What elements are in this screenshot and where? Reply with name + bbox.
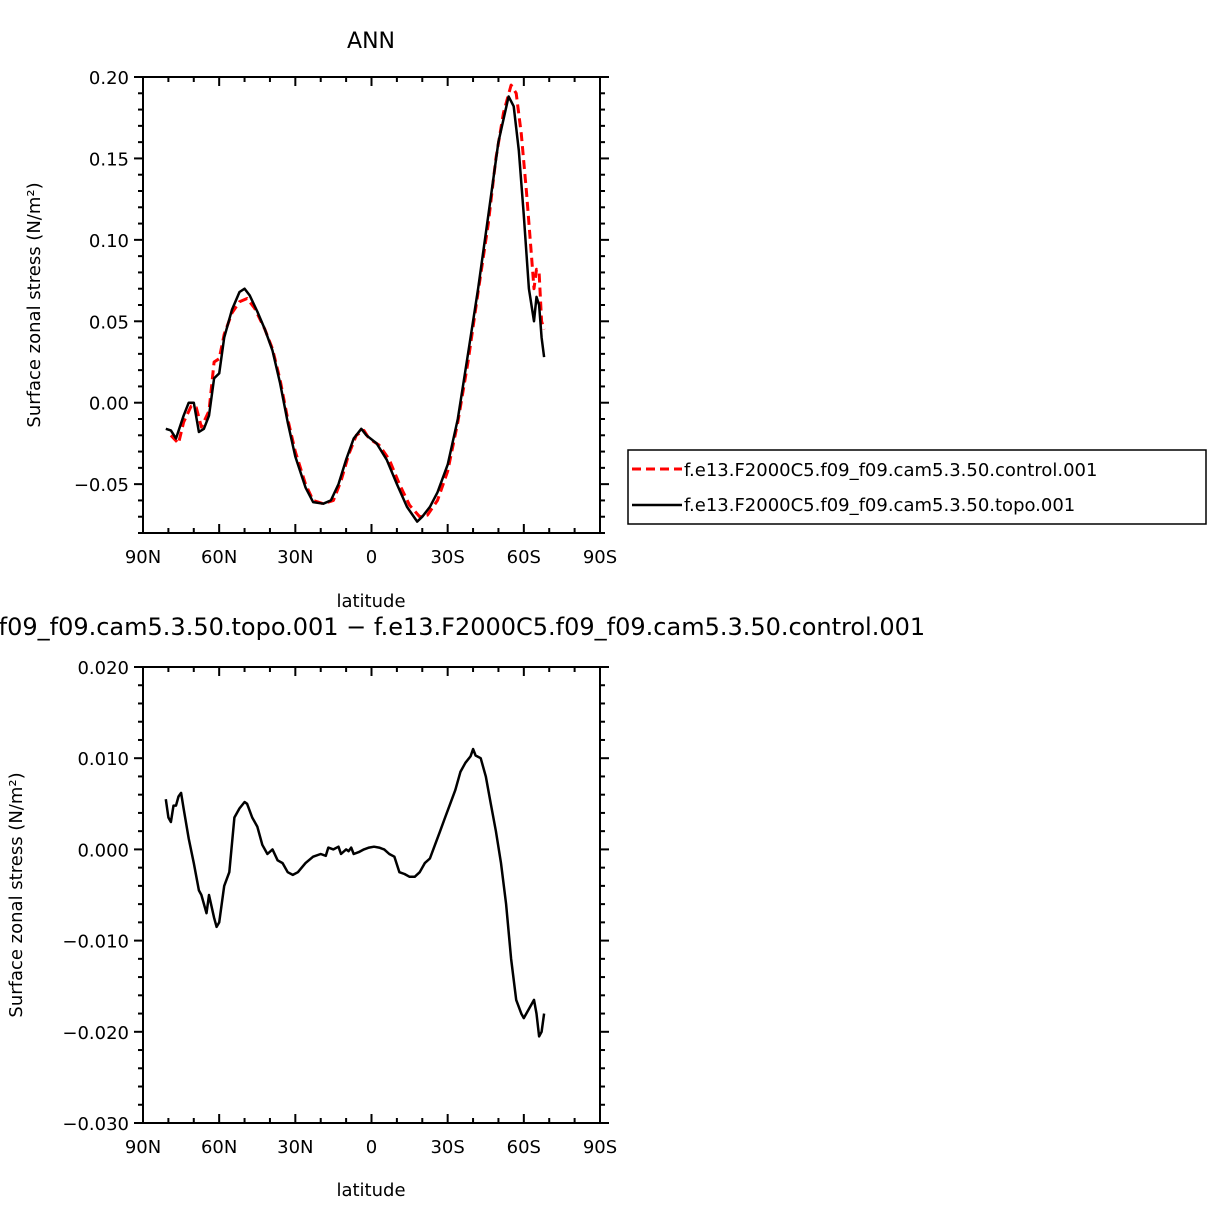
bottom-plot-frame: [142, 666, 601, 1124]
bottom-y-axis-label: Surface zonal stress (N/m²): [6, 772, 27, 1017]
x-tick-label: 30S: [430, 547, 464, 568]
x-tick-label: 30S: [430, 1137, 464, 1158]
top-panel: ANN 90N 60N 30N 0 30S 60S 90S 0.20 0.15 0.10 0.05 0…: [24, 29, 617, 612]
top-chart-title: ANN: [347, 29, 395, 54]
bottom-series-line-0: [164, 747, 546, 1038]
x-tick-label: 90S: [583, 547, 617, 568]
top-series-line-1: [165, 95, 546, 523]
bottom-panel: f.e13.F2000C5.f09_f09.cam5.3.50.topo.001…: [0, 613, 925, 1201]
top-y-axis-label: Surface zonal stress (N/m²): [24, 182, 45, 427]
x-tick-label: 0: [366, 1137, 377, 1158]
x-tick-label: 60N: [201, 1137, 237, 1158]
y-tick-label: 0.15: [89, 149, 129, 170]
y-tick-label: 0.05: [89, 312, 129, 333]
y-tick-label: −0.020: [62, 1023, 129, 1044]
x-tick-label: 90N: [125, 1137, 161, 1158]
y-tick-label: −0.010: [62, 932, 129, 953]
x-tick-label: 30N: [277, 547, 313, 568]
top-ticks: 90N 60N 30N 0 30S 60S 90S 0.20 0.15 0.10 0.05 0.00 −…: [74, 68, 617, 568]
x-tick-label: 30N: [277, 1137, 313, 1158]
y-tick-label: 0.20: [89, 68, 129, 89]
legend-box: [627, 449, 1207, 525]
legend: f.e13.F2000C5.f09_f09.cam5.3.50.control.…: [627, 449, 1207, 525]
bottom-x-axis-label: latitude: [336, 1180, 405, 1201]
y-tick-label: −0.05: [74, 475, 129, 496]
y-tick-label: 0.010: [77, 749, 129, 770]
top-series-line-0: [169, 83, 546, 519]
x-tick-label: 90S: [583, 1137, 617, 1158]
bottom-ticks: 90N 60N 30N 0 30S 60S 90S 0.020 0.010 0.000 −0.010…: [62, 658, 617, 1158]
bottom-lines: [164, 747, 546, 1038]
top-x-axis-label: latitude: [336, 591, 405, 612]
x-tick-label: 90N: [125, 547, 161, 568]
y-tick-label: −0.030: [62, 1114, 129, 1135]
top-lines: [165, 83, 546, 523]
y-tick-label: 0.10: [89, 231, 129, 252]
x-tick-label: 0: [366, 547, 377, 568]
y-tick-label: 0.020: [77, 658, 129, 679]
y-tick-label: 0.00: [89, 394, 129, 415]
legend-label-control: f.e13.F2000C5.f09_f09.cam5.3.50.control.…: [684, 460, 1097, 481]
legend-label-topo: f.e13.F2000C5.f09_f09.cam5.3.50.topo.001: [684, 495, 1075, 516]
x-tick-label: 60N: [201, 547, 237, 568]
x-tick-label: 60S: [507, 547, 541, 568]
x-tick-label: 60S: [507, 1137, 541, 1158]
bottom-chart-title: f.e13.F2000C5.f09_f09.cam5.3.50.topo.001…: [0, 613, 925, 641]
y-tick-label: 0.000: [77, 840, 129, 861]
